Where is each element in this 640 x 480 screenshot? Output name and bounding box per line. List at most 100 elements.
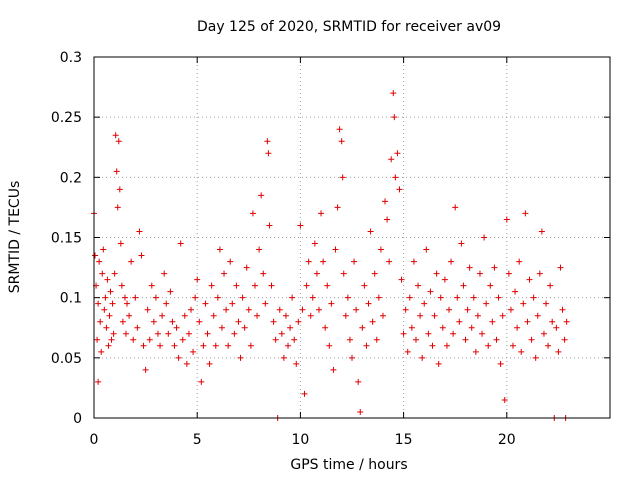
data-point — [229, 300, 236, 307]
data-point — [530, 294, 537, 301]
data-point — [95, 300, 102, 307]
data-point — [136, 228, 143, 235]
x-axis-title: GPS time / hours — [290, 457, 407, 473]
data-point — [553, 324, 560, 331]
y-tick-label: 0.05 — [51, 351, 82, 367]
data-point — [112, 132, 119, 139]
data-point — [107, 288, 114, 295]
data-point — [481, 234, 488, 241]
data-point — [190, 348, 197, 355]
data-point — [301, 390, 308, 397]
data-point — [175, 354, 182, 361]
data-point — [318, 210, 325, 217]
data-point — [251, 282, 258, 289]
data-point — [396, 186, 403, 193]
data-point — [119, 318, 126, 325]
data-point — [320, 258, 327, 265]
data-point — [218, 324, 225, 331]
data-point — [285, 342, 292, 349]
data-point — [221, 270, 228, 277]
data-point — [464, 306, 471, 313]
data-point — [208, 282, 215, 289]
data-point — [512, 288, 519, 295]
data-point — [470, 294, 477, 301]
data-point — [245, 306, 252, 313]
data-point — [262, 300, 269, 307]
data-point — [159, 312, 166, 319]
data-point — [371, 270, 378, 277]
y-axis-title: SRMTID / TECUs — [7, 181, 23, 294]
data-point — [499, 312, 506, 319]
data-point — [429, 342, 436, 349]
data-point — [216, 246, 223, 253]
data-point — [505, 270, 512, 277]
data-point — [351, 258, 358, 265]
x-tick-label: 20 — [498, 432, 516, 448]
data-point — [412, 336, 419, 343]
data-point — [307, 312, 314, 319]
data-point — [340, 270, 347, 277]
data-point — [214, 294, 221, 301]
data-point — [126, 312, 133, 319]
data-point — [163, 300, 170, 307]
data-point — [427, 288, 434, 295]
data-point — [305, 258, 312, 265]
data-point — [361, 282, 368, 289]
data-point — [390, 90, 397, 97]
data-point — [140, 342, 147, 349]
data-point — [415, 282, 422, 289]
data-point — [272, 336, 279, 343]
data-point — [543, 300, 550, 307]
x-tick-label: 5 — [193, 432, 202, 448]
data-point — [493, 336, 500, 343]
data-point — [460, 282, 467, 289]
y-tick-label: 0.2 — [60, 170, 82, 186]
data-point — [291, 336, 298, 343]
data-point — [388, 156, 395, 163]
data-point — [346, 336, 353, 343]
data-point — [196, 318, 203, 325]
data-point — [295, 318, 302, 325]
data-point — [386, 258, 393, 265]
data-point — [237, 354, 244, 361]
data-point — [254, 312, 261, 319]
data-point — [287, 324, 294, 331]
data-point — [116, 186, 123, 193]
data-point — [446, 306, 453, 313]
data-point — [419, 354, 426, 361]
data-point — [547, 282, 554, 289]
data-point — [431, 312, 438, 319]
data-point — [392, 174, 399, 181]
data-point — [555, 348, 562, 355]
data-point — [171, 342, 178, 349]
data-point — [181, 312, 188, 319]
data-point — [375, 294, 382, 301]
data-point — [332, 246, 339, 253]
data-point — [100, 246, 107, 253]
data-point — [152, 294, 159, 301]
data-point — [328, 300, 335, 307]
data-point — [479, 330, 486, 337]
data-point — [173, 324, 180, 331]
data-point — [526, 276, 533, 283]
data-point — [384, 216, 391, 223]
data-point — [520, 300, 527, 307]
data-point — [258, 192, 265, 199]
data-point — [338, 138, 345, 145]
data-point — [270, 318, 277, 325]
data-point — [466, 264, 473, 271]
data-point — [400, 330, 407, 337]
data-point — [249, 210, 256, 217]
data-point — [487, 282, 494, 289]
data-point — [458, 240, 465, 247]
data-point — [404, 348, 411, 355]
data-point — [225, 342, 232, 349]
data-point — [94, 336, 101, 343]
data-point — [128, 258, 135, 265]
data-point — [402, 306, 409, 313]
data-point — [103, 324, 110, 331]
data-point — [154, 330, 161, 337]
x-tick-label: 10 — [291, 432, 309, 448]
data-point — [363, 342, 370, 349]
data-point — [534, 312, 541, 319]
